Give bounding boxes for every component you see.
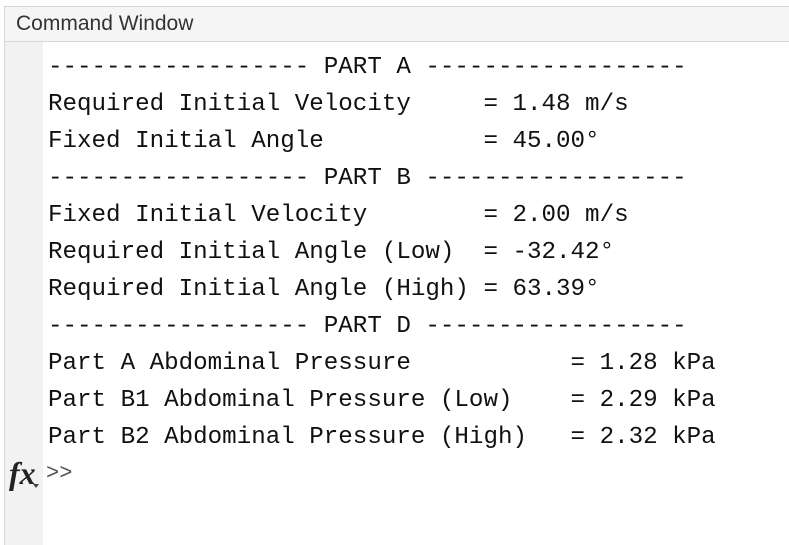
chevron-down-icon[interactable] xyxy=(33,484,39,488)
command-prompt[interactable]: >> xyxy=(46,461,73,486)
output-line: Required Initial Angle (Low) = -32.42° xyxy=(48,239,615,266)
command-output[interactable]: ------------------ PART A --------------… xyxy=(43,42,789,545)
output-line: Fixed Initial Velocity = 2.00 m/s xyxy=(48,202,629,229)
fx-icon[interactable]: fx xyxy=(9,455,36,491)
left-gutter xyxy=(4,42,43,545)
output-line-separator-part-b: ------------------ PART B --------------… xyxy=(48,165,687,192)
output-line: Part B1 Abdominal Pressure (Low) = 2.29 … xyxy=(48,387,716,414)
window-title: Command Window xyxy=(16,12,194,35)
output-line: Required Initial Angle (High) = 63.39° xyxy=(48,276,600,303)
output-line: Required Initial Velocity = 1.48 m/s xyxy=(48,91,629,118)
output-line: Fixed Initial Angle = 45.00° xyxy=(48,128,600,155)
output-line: Part A Abdominal Pressure = 1.28 kPa xyxy=(48,350,716,377)
output-line-separator-part-d: ------------------ PART D --------------… xyxy=(48,313,687,340)
output-line-separator-part-a: ------------------ PART A --------------… xyxy=(48,54,687,81)
command-window-title-bar[interactable]: Command Window xyxy=(4,6,789,42)
output-line: Part B2 Abdominal Pressure (High) = 2.32… xyxy=(48,424,716,451)
